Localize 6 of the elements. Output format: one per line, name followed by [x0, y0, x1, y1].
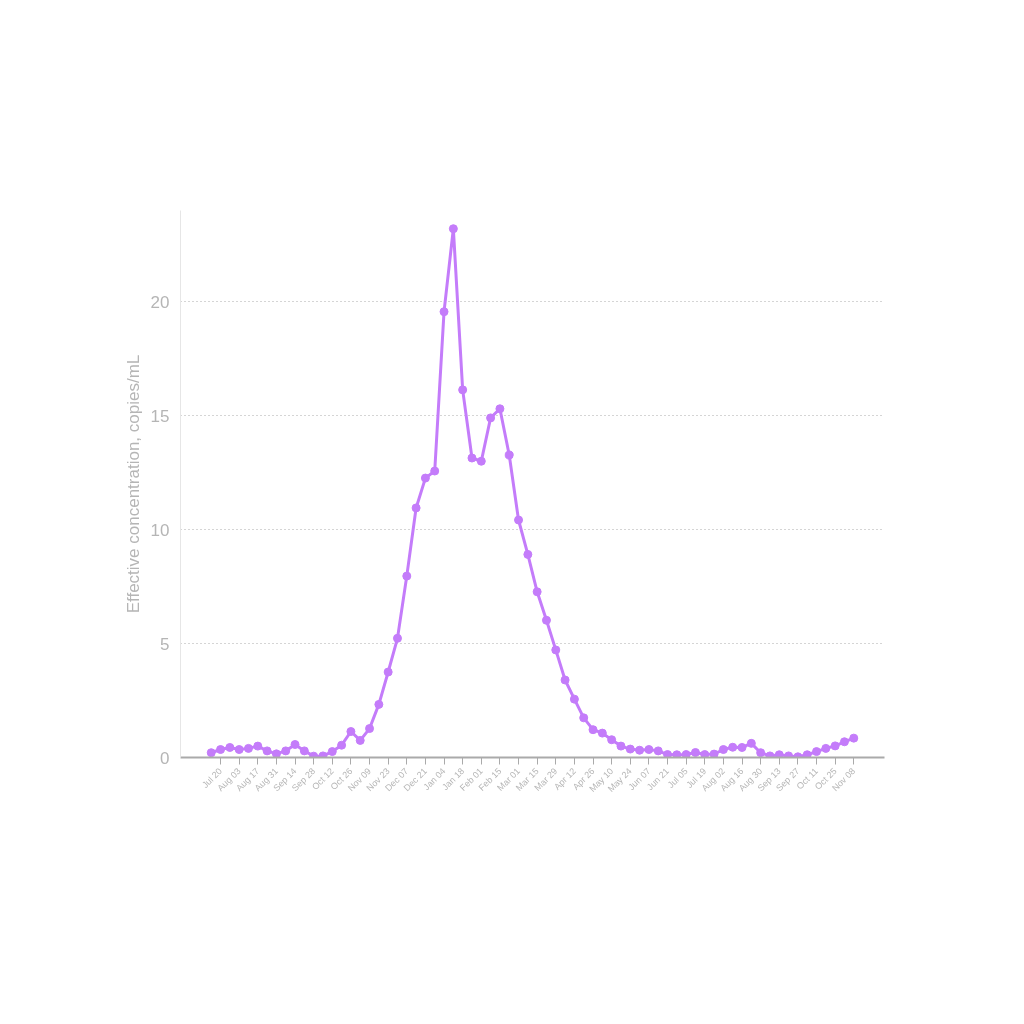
y-tick-label: 5	[160, 634, 170, 654]
y-tick-label: 20	[150, 292, 170, 312]
y-tick-label: 0	[160, 748, 170, 768]
y-tick-label: 15	[150, 406, 170, 426]
y-axis-title: Effective concentration, copies/mL	[123, 354, 143, 614]
y-tick-label: 10	[150, 520, 170, 540]
